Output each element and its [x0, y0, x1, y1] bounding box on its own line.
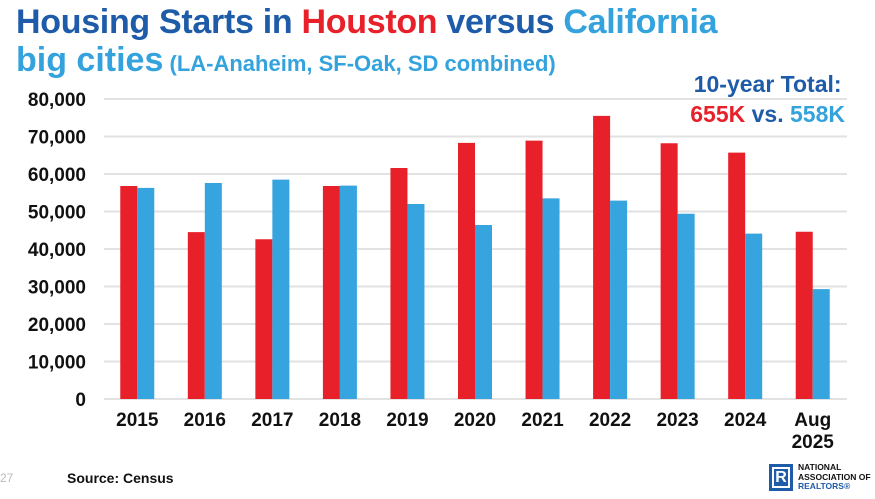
bar-california	[339, 185, 357, 399]
x-tick-label: 2015	[116, 410, 159, 431]
x-axis-ticks: 2015 2016 2017 2018 2019 2020 2021 2022 2023 2024…	[116, 410, 834, 453]
total-vs: vs.	[745, 101, 791, 127]
y-tick-label: 60,000	[28, 165, 86, 186]
bar-california	[137, 187, 155, 399]
total-values: 655K vs. 558K	[690, 100, 845, 129]
bar-houston	[795, 231, 813, 399]
bar-houston	[728, 152, 746, 399]
bar-houston	[322, 186, 340, 399]
bar-houston	[120, 186, 138, 399]
x-tick-label: 2017	[251, 410, 293, 431]
realtor-r-icon: R	[769, 463, 793, 491]
bar-houston	[255, 239, 273, 399]
x-tick-label: 2021	[521, 410, 564, 431]
x-tick-label: 2020	[454, 410, 496, 431]
total-california: 558K	[790, 101, 845, 127]
x-tick-label: 2024	[724, 410, 767, 431]
bar-california	[677, 213, 695, 399]
logo-text: NATIONAL ASSOCIATION OF REALTORS®	[798, 462, 871, 491]
bars	[120, 115, 830, 399]
title-big-cities: big cities	[16, 41, 164, 79]
x-tick-label: 2016	[184, 410, 226, 431]
bar-california	[542, 198, 560, 399]
title-houston: Houston	[301, 3, 438, 41]
chart-title-line1: Housing Starts in Houston versus Califor…	[16, 2, 718, 42]
x-tick-label: 2025	[792, 432, 835, 453]
nar-logo: R NATIONAL ASSOCIATION OF REALTORS®	[769, 462, 871, 492]
y-tick-label: 80,000	[28, 90, 86, 111]
y-axis-ticks: 0 10,000 20,000 30,000 40,000 50,000 60,000 70,…	[28, 90, 86, 411]
bar-california	[745, 233, 763, 399]
bar-houston	[187, 232, 205, 399]
bar-california	[610, 200, 628, 399]
bar-california	[812, 289, 830, 399]
bar-california	[272, 179, 290, 399]
title-subtitle: (LA-Anaheim, SF-Oak, SD combined)	[163, 51, 556, 76]
y-tick-label: 10,000	[28, 353, 86, 374]
y-tick-label: 40,000	[28, 240, 86, 261]
bar-california	[407, 204, 425, 399]
bar-california	[204, 183, 222, 399]
chart-title-line2: big cities (LA-Anaheim, SF-Oak, SD combi…	[16, 40, 556, 87]
source-note: Source: Census	[67, 470, 174, 486]
bar-houston	[458, 142, 475, 399]
y-tick-label: 30,000	[28, 278, 86, 299]
y-tick-label: 50,000	[28, 203, 86, 224]
title-text: versus	[437, 3, 564, 41]
bar-california	[475, 225, 492, 399]
page-number: 27	[0, 471, 14, 485]
title-california: California	[563, 3, 718, 41]
x-tick-label: 2019	[386, 410, 428, 431]
x-tick-label: 2018	[319, 410, 361, 431]
y-tick-label: 0	[75, 390, 86, 411]
title-text: Housing Starts in	[16, 3, 302, 41]
y-tick-label: 70,000	[28, 128, 86, 149]
bar-houston	[390, 168, 408, 399]
bar-houston	[525, 140, 543, 399]
x-tick-label: 2022	[589, 410, 631, 431]
bar-houston	[593, 115, 611, 399]
y-tick-label: 20,000	[28, 315, 86, 336]
x-tick-label: 2023	[656, 410, 698, 431]
total-houston: 655K	[690, 101, 746, 127]
x-tick-label: Aug	[794, 410, 831, 431]
bar-houston	[660, 143, 678, 399]
